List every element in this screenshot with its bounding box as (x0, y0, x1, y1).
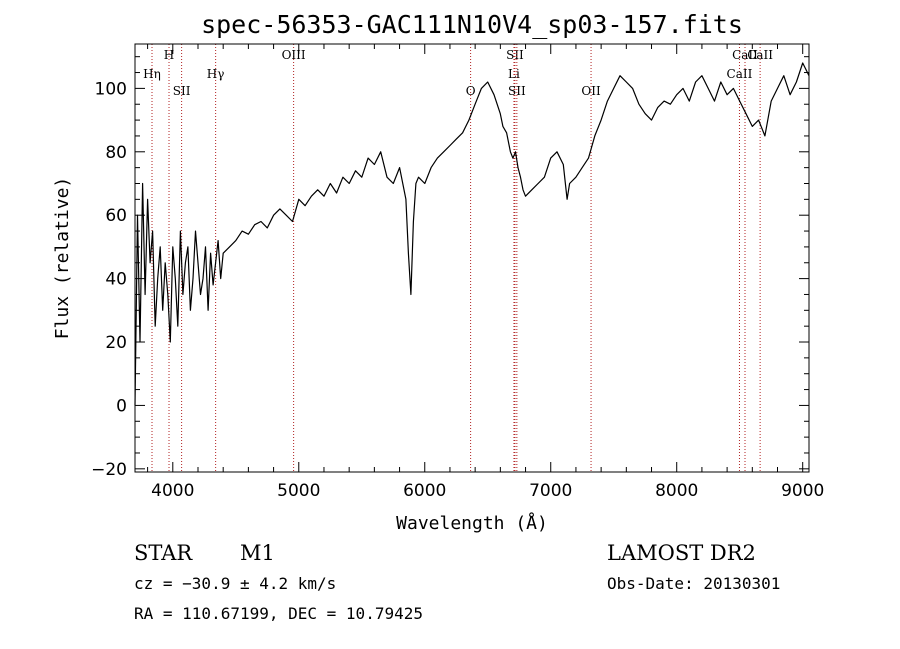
line-marker-label: OII (581, 84, 601, 98)
chart-title: spec-56353-GAC111N10V4_sp03-157.fits (201, 10, 743, 39)
line-marker-label: Hγ (207, 67, 225, 81)
line-marker-label: SII (508, 84, 526, 98)
y-tick-label: −20 (91, 460, 127, 480)
plot-frame (134, 43, 810, 473)
line-marker-label: OIII (282, 48, 306, 62)
y-tick-label: 20 (105, 333, 127, 353)
y-axis-label: Flux (relative) (52, 177, 73, 340)
line-marker-label: CaII (727, 67, 753, 81)
coordinates: RA = 110.67199, DEC = 10.79425 (134, 604, 423, 623)
spectrum-line-0 (134, 62, 810, 406)
object-class: STAR (134, 541, 193, 565)
observation-date: Obs-Date: 20130301 (607, 574, 780, 593)
line-marker-label: O (466, 84, 476, 98)
line-marker-label: CaII (747, 48, 773, 62)
object-subclass: M1 (240, 541, 275, 565)
y-tick-label: 60 (105, 206, 127, 226)
x-tick-label: 6000 (403, 481, 446, 501)
x-tick-label: 9000 (781, 481, 824, 501)
x-tick-label: 8000 (655, 481, 698, 501)
x-tick-label: 7000 (529, 481, 572, 501)
axes: 4000 5000 6000 7000 8000 9000 −20 0 20 40 60 80 100 (91, 44, 824, 501)
line-marker-label: CaII (732, 48, 758, 62)
line-marker-label: SII (506, 48, 524, 62)
line-marker-label: Hη (143, 67, 161, 81)
line-marker-label: Li (508, 67, 520, 81)
x-axis-label: Wavelength (Å) (396, 512, 548, 534)
y-tick-label: 40 (105, 270, 127, 290)
redshift-velocity: cz = −30.9 ± 4.2 km/s (134, 574, 336, 593)
line-marker-label: H (164, 48, 174, 62)
line-marker-label: SII (173, 84, 191, 98)
spectrum-series (134, 62, 810, 406)
y-tick-label: 0 (116, 396, 127, 416)
y-tick-label: 80 (105, 143, 127, 163)
survey-name: LAMOST DR2 (607, 541, 756, 565)
x-tick-label: 5000 (277, 481, 320, 501)
y-tick-label: 100 (95, 79, 127, 99)
x-tick-label: 4000 (151, 481, 194, 501)
